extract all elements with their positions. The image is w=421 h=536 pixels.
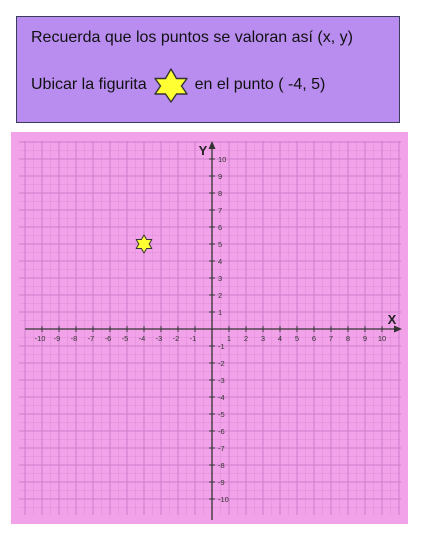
y-tick-label: -6 (218, 427, 225, 436)
x-tick-label: 8 (346, 334, 350, 343)
instruction-line-2-start: Ubicar la figurita (31, 76, 147, 93)
x-tick-label: -6 (105, 334, 112, 343)
star-icon (153, 68, 188, 103)
x-tick-label: 1 (227, 334, 231, 343)
instruction-line-1: Recuerda que los puntos se valoran así (… (31, 29, 353, 46)
y-tick-label: 10 (218, 155, 226, 164)
y-tick-label: 5 (218, 240, 222, 249)
y-axis-label: Y (199, 143, 208, 158)
x-tick-label: 3 (261, 334, 265, 343)
instruction-box: Recuerda que los puntos se valoran así (… (16, 16, 400, 123)
x-tick-label: 10 (378, 334, 386, 343)
x-tick-label: -1 (190, 334, 197, 343)
star-point (135, 234, 153, 254)
x-tick-label: -5 (122, 334, 129, 343)
x-tick-label: -8 (71, 334, 78, 343)
x-tick-label: 5 (295, 334, 299, 343)
instruction-line-2-end: en el punto ( -4, 5) (194, 76, 326, 93)
x-tick-label: 2 (244, 334, 248, 343)
x-tick-label: 9 (363, 334, 367, 343)
y-axis-arrowhead (208, 141, 216, 149)
y-tick-label: -5 (218, 410, 225, 419)
y-tick-label: 1 (218, 308, 222, 317)
y-tick-label: 4 (218, 257, 222, 266)
x-tick-label: -10 (35, 334, 46, 343)
y-tick-label: -8 (218, 461, 225, 470)
y-tick-label: 2 (218, 291, 222, 300)
x-tick-label: -9 (54, 334, 61, 343)
y-tick-label: -2 (218, 359, 225, 368)
x-axis-label: X (388, 312, 397, 327)
y-tick-label: -1 (218, 342, 225, 351)
y-tick-label: 8 (218, 189, 222, 198)
y-tick-label: -3 (218, 376, 225, 385)
x-tick-label: -4 (139, 334, 146, 343)
x-tick-label: 6 (312, 334, 316, 343)
y-tick-label: 6 (218, 223, 222, 232)
y-tick-label: 3 (218, 274, 222, 283)
y-tick-label: -10 (218, 495, 229, 504)
y-tick-label: -7 (218, 444, 225, 453)
x-tick-label: 4 (278, 334, 282, 343)
x-axis-arrowhead (394, 325, 402, 333)
coordinate-plane-panel: X Y -10 -9 -8 -7 -6 -5 -4 -3 -2 -1 1 2 3 4 5 6 7 8 9 10 10 9 8 7 6… (11, 132, 408, 524)
coordinate-plane: XY-10 -9 -8 -7 -6 -5 -4 -3 -2 -1 1 2 3 4 5 6 7 8 9 10109876… (19, 141, 402, 520)
y-tick-label: 9 (218, 172, 222, 181)
x-tick-label: -7 (88, 334, 95, 343)
y-tick-label: 7 (218, 206, 222, 215)
x-tick-label: -2 (173, 334, 180, 343)
y-tick-label: -9 (218, 478, 225, 487)
y-tick-label: -4 (218, 393, 225, 402)
x-tick-label: 7 (329, 334, 333, 343)
instruction-line-2: Ubicar la figurita en el punto ( -4, 5) (31, 67, 325, 103)
x-tick-label: -3 (156, 334, 163, 343)
